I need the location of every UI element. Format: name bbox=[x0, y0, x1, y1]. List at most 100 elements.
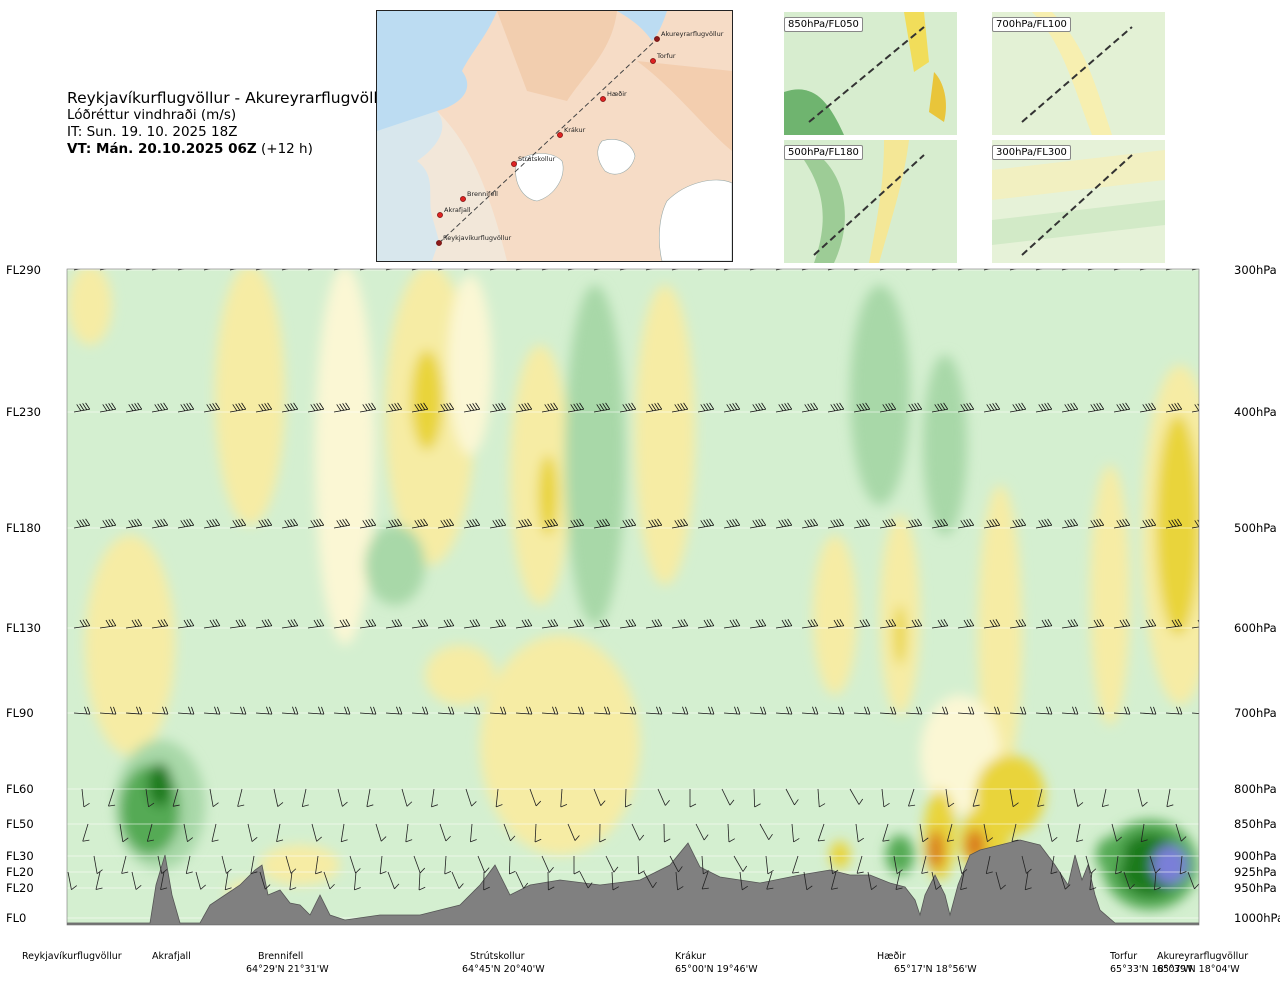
wind-barb bbox=[1061, 269, 1078, 271]
wind-barb bbox=[340, 823, 348, 843]
wind-barb bbox=[801, 619, 819, 629]
wind-barb bbox=[827, 269, 844, 271]
wind-barb bbox=[1165, 619, 1183, 629]
wind-barb bbox=[333, 619, 351, 629]
wind-barb bbox=[775, 619, 793, 629]
wind-barb bbox=[237, 788, 245, 807]
level-map-850: 850hPa/FL050 bbox=[784, 12, 957, 135]
wind-barb bbox=[985, 855, 993, 874]
chart-subtitle: Lóðréttur vindhraði (m/s) bbox=[67, 107, 237, 123]
wind-barb bbox=[645, 706, 663, 715]
wind-barb bbox=[177, 706, 195, 715]
wind-barb bbox=[276, 823, 284, 843]
wind-barb bbox=[203, 706, 221, 715]
wind-barb bbox=[701, 871, 709, 890]
wind-barb bbox=[151, 619, 169, 629]
wind-barb bbox=[1113, 619, 1131, 629]
wind-barb bbox=[307, 706, 325, 715]
wind-barb bbox=[333, 518, 351, 529]
wind-barb bbox=[957, 518, 975, 529]
wind-barb bbox=[125, 269, 142, 271]
wind-barb bbox=[411, 269, 428, 271]
pressure-label: 925hPa bbox=[1234, 865, 1277, 879]
wind-barb bbox=[50, 786, 64, 805]
wind-barb bbox=[1021, 855, 1032, 874]
station-coordinate: 64°29'N 21°31'W bbox=[246, 964, 329, 975]
wind-barb bbox=[749, 402, 767, 413]
wind-barb bbox=[250, 855, 258, 875]
wind-barb bbox=[203, 518, 221, 529]
wind-barb bbox=[145, 788, 155, 808]
wind-barb bbox=[1154, 871, 1161, 891]
wind-barb bbox=[470, 823, 477, 843]
wind-barb bbox=[905, 619, 923, 629]
wind-barb bbox=[81, 788, 90, 808]
level-map-300-svg bbox=[992, 140, 1165, 263]
wind-barb bbox=[1087, 619, 1105, 629]
wind-barb bbox=[255, 518, 273, 529]
wind-barb bbox=[99, 619, 117, 629]
wind-barb bbox=[697, 619, 715, 629]
wind-barb bbox=[945, 788, 955, 808]
wind-barb bbox=[749, 619, 767, 629]
wind-barb bbox=[229, 269, 246, 271]
wind-barb bbox=[483, 871, 490, 891]
wind-barb bbox=[418, 871, 426, 891]
valid-time-date: VT: Mán. 20.10.2025 06Z bbox=[67, 141, 257, 157]
wind-barb bbox=[995, 871, 1006, 890]
wind-barb bbox=[749, 706, 767, 715]
wind-barb bbox=[273, 788, 284, 807]
map-waypoint-label: Krákur bbox=[564, 126, 586, 134]
wind-barb bbox=[957, 706, 975, 715]
wind-barb bbox=[1139, 706, 1157, 715]
wind-barb bbox=[671, 706, 689, 715]
wind-barb bbox=[849, 788, 864, 805]
wind-barb bbox=[541, 518, 559, 529]
level-map-label: 300hPa/FL300 bbox=[992, 145, 1071, 160]
wind-barb bbox=[830, 871, 838, 890]
wind-barb bbox=[359, 269, 376, 271]
wind-barb bbox=[560, 788, 568, 808]
wind-barb bbox=[385, 518, 403, 529]
wind-barb bbox=[723, 518, 741, 529]
wind-barb bbox=[727, 823, 735, 843]
wind-barb bbox=[697, 706, 715, 715]
wind-barb bbox=[1087, 706, 1105, 715]
pressure-label: 900hPa bbox=[1234, 849, 1277, 863]
wind-barb bbox=[1140, 823, 1148, 843]
wind-barb bbox=[671, 619, 689, 629]
wind-barb bbox=[645, 518, 663, 529]
wind-barb bbox=[211, 823, 219, 842]
wind-barb bbox=[759, 823, 773, 840]
wind-barb bbox=[1165, 269, 1182, 271]
wind-barb bbox=[255, 402, 273, 413]
wind-barb bbox=[255, 269, 272, 271]
wind-barb bbox=[775, 269, 792, 271]
wind-barb bbox=[1166, 788, 1174, 808]
wind-barb bbox=[605, 855, 619, 873]
glacier-1 bbox=[515, 153, 564, 202]
wind-barb bbox=[411, 402, 429, 413]
wind-barb bbox=[311, 823, 322, 842]
wind-barb bbox=[489, 269, 506, 271]
level-map-500-svg bbox=[784, 140, 957, 263]
wind-barb bbox=[657, 788, 670, 806]
wind-barb bbox=[529, 788, 542, 807]
wind-barb bbox=[1175, 823, 1187, 842]
wind-barb bbox=[879, 619, 897, 629]
wind-barb bbox=[791, 823, 800, 843]
wind-barb bbox=[125, 619, 143, 629]
wind-barb bbox=[463, 518, 481, 529]
wind-barb bbox=[333, 269, 350, 271]
wind-barb bbox=[73, 518, 91, 529]
wind-barb bbox=[93, 855, 103, 875]
wind-barb bbox=[1061, 619, 1079, 629]
wind-barb bbox=[905, 706, 923, 715]
wind-barb bbox=[229, 402, 247, 413]
wind-barb bbox=[437, 402, 455, 413]
wind-barb bbox=[99, 706, 117, 715]
pressure-label: 300hPa bbox=[1234, 263, 1277, 277]
station-name: Akrafjall bbox=[152, 951, 191, 962]
wind-barb bbox=[508, 855, 516, 875]
pressure-label: 700hPa bbox=[1234, 706, 1277, 720]
